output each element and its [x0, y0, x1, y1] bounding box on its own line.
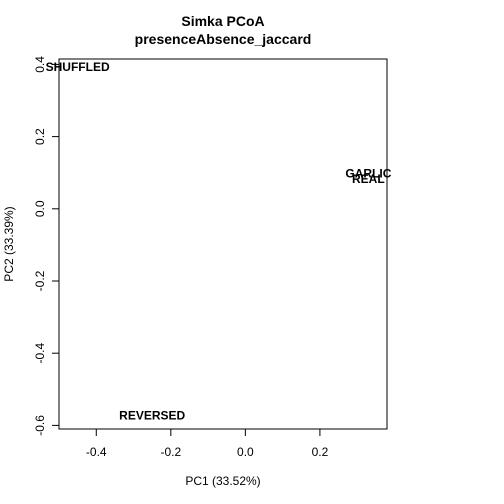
x-tick-label: 0.0 [237, 445, 254, 459]
x-tick-label: 0.2 [312, 445, 329, 459]
point-label-garlic: GARLIC [345, 167, 391, 181]
y-tick-label: -0.6 [33, 415, 47, 436]
y-tick-label: 0.4 [33, 56, 47, 73]
y-tick-label: 0.2 [33, 128, 47, 145]
x-axis-label: PC1 (33.52%) [185, 474, 260, 488]
point-label-reversed: REVERSED [119, 409, 185, 423]
chart-title: Simka PCoA [181, 13, 264, 29]
x-axis: -0.4 -0.2 0.0 0.2 [86, 428, 329, 459]
x-tick-label: -0.4 [86, 445, 107, 459]
y-tick-label: 0.0 [33, 200, 47, 217]
y-axis-label: PC2 (33.39%) [2, 206, 16, 281]
point-label-shuffled: SHUFFLED [46, 60, 110, 74]
point-label-real: REAL [352, 172, 385, 186]
plot-frame [58, 58, 388, 430]
chart-subtitle: presenceAbsence_jaccard [135, 31, 312, 47]
y-tick-label: -0.2 [33, 270, 47, 291]
x-tick-label: -0.2 [160, 445, 181, 459]
y-tick-label: -0.4 [33, 343, 47, 364]
y-axis: -0.6 -0.4 -0.2 0.0 0.2 0.4 [33, 56, 60, 436]
